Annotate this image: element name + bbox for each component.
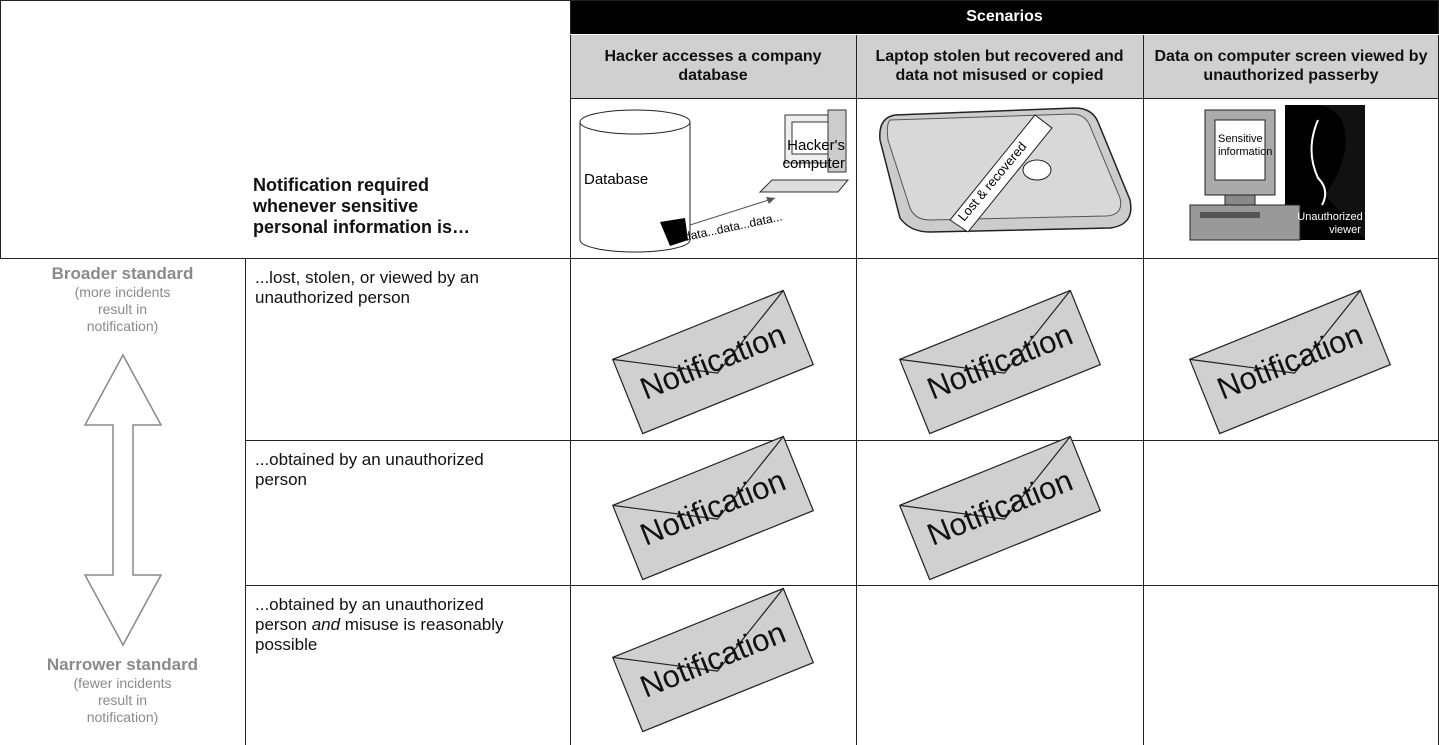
envelope-body	[1188, 289, 1392, 435]
envelope-flap	[612, 290, 784, 374]
database-illustration: Database Hacker's computer data...data..…	[579, 109, 850, 253]
scale-note: (fewer incidents result in notification)	[73, 675, 172, 725]
column-header: Hacker accesses a company database	[604, 48, 822, 84]
scenarios-bar	[570, 0, 1439, 34]
screen-text: Sensitive	[1218, 133, 1263, 145]
envelope-body	[611, 587, 815, 733]
scale-note: (more incidents result in notification)	[74, 284, 171, 334]
row-header: Notification required whenever sensitive…	[253, 175, 471, 237]
scale-title: Narrower standard	[46, 655, 199, 674]
narrower-standard: Narrower standard (fewer incidents resul…	[0, 655, 245, 726]
row-label-emphasis: and	[311, 615, 341, 634]
notification-envelope: Notification	[898, 435, 1102, 581]
envelope-flap	[1189, 290, 1361, 374]
row-label-text: misuse is reasonably possible	[255, 615, 504, 654]
database-label: Database	[584, 171, 648, 188]
row-label: ...obtained by an unauthorized person an…	[255, 595, 535, 655]
envelope-flap	[612, 588, 784, 672]
column-header: Laptop stolen but recovered and data not…	[875, 48, 1124, 84]
notification-envelope: Notification	[611, 587, 815, 733]
scenarios-title: Scenarios	[966, 8, 1043, 25]
envelope-flap	[612, 436, 784, 520]
notification-envelope: Notification	[898, 289, 1102, 435]
column-header: Data on computer screen viewed by unauth…	[1154, 48, 1428, 84]
notification-envelope: Notification	[611, 435, 815, 581]
hacker-computer-label: Hacker's	[787, 137, 845, 154]
viewer-label: viewer	[1329, 224, 1361, 236]
scale-title: Broader standard	[51, 264, 194, 283]
column-header-bg	[570, 34, 1439, 98]
screen-illustration: Sensitive information Unauthorized viewe…	[1189, 105, 1365, 241]
scale-arrow	[83, 353, 163, 647]
row-label-text: ...obtained by an unauthorized person	[255, 450, 484, 489]
envelope-flap	[899, 436, 1071, 520]
data-stream: data...data...data...	[683, 209, 784, 244]
hacker-computer-label: computer	[782, 155, 845, 172]
row-label: ...lost, stolen, or viewed by an unautho…	[255, 268, 560, 308]
envelope-body	[898, 435, 1102, 581]
envelope-body	[611, 289, 815, 435]
row-label-text: ...obtained by an unauthorized person	[255, 595, 484, 634]
screen-text: information	[1218, 146, 1272, 158]
row-label-text: ...lost, stolen, or viewed by an unautho…	[255, 268, 479, 307]
envelope-body	[611, 435, 815, 581]
envelope-flap	[899, 290, 1071, 374]
row-label: ...obtained by an unauthorized person	[255, 450, 495, 490]
viewer-label: Unauthorized	[1297, 211, 1362, 223]
notification-envelope: Notification	[1188, 289, 1392, 435]
envelope-body	[898, 289, 1102, 435]
notification-envelope: Notification	[611, 289, 815, 435]
broader-standard: Broader standard (more incidents result …	[0, 264, 245, 335]
laptop-illustration: Lost & recovered	[879, 107, 1132, 233]
